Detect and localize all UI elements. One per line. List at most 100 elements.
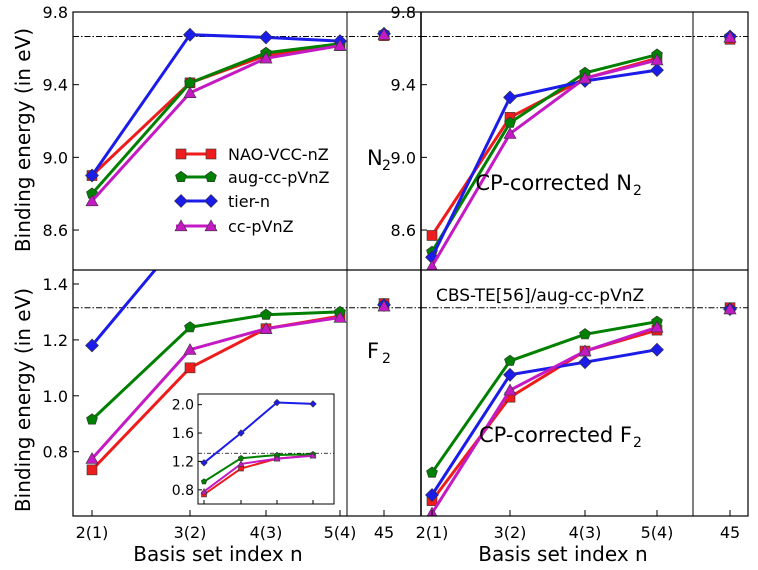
data-point-cc-pVnZ (259, 51, 273, 64)
extrapolated-point-cc-pVnZ (377, 299, 391, 312)
legend-marker-tier-n (204, 194, 218, 208)
inset-data-point-tier-n (237, 429, 245, 437)
panel-label: N (367, 146, 383, 170)
x-tick-label: 4(3) (569, 523, 602, 542)
extrapolated-point-cc-pVnZ (723, 30, 737, 43)
series-line-cc-pVnZ (90, 316, 341, 460)
x-axis-title: Basis set index n (478, 542, 647, 566)
legend: NAO-VCC-nZ aug-cc-pVnZ tier-n cc-pVnZ (174, 145, 329, 236)
y-tick-label: 1.0 (43, 387, 68, 406)
inset-data-point-NAO-VCC-nZ (238, 465, 244, 472)
data-point-tier-n (650, 63, 664, 78)
legend-marker-aug-cc-pVnZ (205, 170, 217, 182)
data-point-aug-cc-pVnZ (426, 466, 438, 478)
data-point-tier-n (650, 342, 664, 357)
data-point-cc-pVnZ (650, 320, 664, 333)
y-tick-label: 0.8 (43, 443, 68, 462)
data-point-tier-n (85, 338, 99, 353)
data-point-tier-n (425, 488, 439, 502)
data-point-cc-pVnZ (183, 86, 197, 98)
series-line-cc-pVnZ (430, 325, 658, 515)
legend-marker-cc-pVnZ (174, 219, 188, 232)
data-point-tier-n (183, 27, 197, 42)
legend-marker-NAO-VCC-nZ (175, 148, 187, 160)
inset-y-tick-label: 1.6 (172, 426, 194, 442)
data-point-tier-n (85, 168, 99, 183)
legend-marker-tier-n (174, 194, 188, 208)
series-line-tier-n (430, 68, 658, 258)
data-point-cc-pVnZ (259, 322, 273, 334)
inset-data-point-cc-pVnZ (309, 452, 317, 459)
data-point-cc-pVnZ (503, 127, 517, 139)
legend-marker-cc-pVnZ (204, 219, 218, 232)
data-point-NAO-VCC-nZ (86, 464, 98, 476)
x-tick-label: 45 (720, 523, 740, 542)
legend-marker-NAO-VCC-nZ (205, 148, 217, 160)
panel-n2_raw: 8.6 9.0 9.4 9.8 N 2 (43, 3, 421, 240)
data-point-tier-n (334, 107, 347, 120)
y-tick-label: 9.4 (43, 76, 68, 95)
data-point-aug-cc-pVnZ (184, 321, 196, 333)
data-point-cc-pVnZ (183, 343, 197, 355)
y-tick-label: 1.2 (43, 331, 68, 350)
inset-data-point-tier-n (273, 398, 281, 407)
data-point-cc-pVnZ (333, 38, 347, 51)
data-point-cc-pVnZ (85, 452, 99, 464)
data-point-cc-pVnZ (333, 310, 347, 323)
series-group (85, 107, 347, 476)
series-line-tier-n (430, 348, 658, 496)
series-group (425, 315, 664, 516)
inset-data-point-cc-pVnZ (200, 487, 208, 495)
data-point-cc-pVnZ (426, 259, 438, 270)
series-line-aug-cc-pVnZ (430, 320, 658, 474)
data-point-cc-pVnZ (578, 344, 592, 357)
data-point-cc-pVnZ (578, 71, 592, 84)
data-point-aug-cc-pVnZ (579, 328, 591, 340)
data-point-aug-cc-pVnZ (504, 354, 516, 366)
series-line-aug-cc-pVnZ (430, 53, 658, 253)
inset: 0.8 1.2 1.6 2.0 (172, 393, 335, 505)
inset-series-line-tier-n (203, 401, 314, 464)
x-tick-label: 2(1) (416, 523, 449, 542)
y-tick-label: 8.6 (391, 221, 416, 240)
legend-label-cc-pVnZ: cc-pVnZ (228, 217, 294, 236)
inset-y-tick-label: 1.2 (172, 454, 194, 470)
extrapolated-point-cc-pVnZ (723, 302, 737, 315)
inset-y-tick-label: 0.8 (172, 483, 194, 499)
y-tick-label: 9.8 (43, 3, 68, 22)
data-point-cc-pVnZ (650, 53, 664, 66)
panel-label-subscript: 2 (382, 351, 391, 367)
x-tick-label: 5(4) (641, 523, 674, 542)
series-line-tier-n (90, 270, 157, 347)
data-point-cc-pVnZ (503, 383, 517, 396)
panel-label: F (367, 339, 379, 363)
panel-f2_raw: 0.81.01.21.4F 2 (43, 107, 421, 476)
x-tick-label: 45 (374, 523, 394, 542)
y-tick-label: 1.4 (43, 275, 68, 294)
inset-data-point-tier-n (309, 400, 317, 408)
frame-border (72, 11, 749, 517)
x-tick-label: 3(2) (174, 523, 207, 542)
series-line-aug-cc-pVnZ (90, 310, 341, 421)
panel-label-subscript: 2 (633, 435, 642, 451)
data-point-tier-n (503, 90, 517, 105)
data-point-NAO-VCC-nZ (184, 362, 196, 374)
x-tick-label: 5(4) (324, 523, 357, 542)
series-group (425, 48, 664, 270)
data-point-NAO-VCC-nZ (426, 230, 438, 241)
panel-label-subscript: 2 (633, 183, 642, 199)
inset-data-point-tier-n (200, 459, 208, 467)
legend-label-NAO-VCC-nZ: NAO-VCC-nZ (228, 145, 329, 164)
panel-label: CP-corrected N (475, 171, 632, 195)
inset-series-line-cc-pVnZ (203, 454, 314, 493)
inset-frame (197, 393, 335, 505)
data-point-tier-n (503, 367, 517, 382)
y-tick-label: 9.4 (391, 76, 416, 95)
series-line-cc-pVnZ (430, 58, 658, 268)
legend-label-aug-cc-pVnZ: aug-cc-pVnZ (228, 168, 329, 187)
series-line-tier-n (90, 33, 341, 177)
series-line-cc-pVnZ (90, 44, 341, 203)
panel-label-subscript: 2 (382, 158, 391, 174)
